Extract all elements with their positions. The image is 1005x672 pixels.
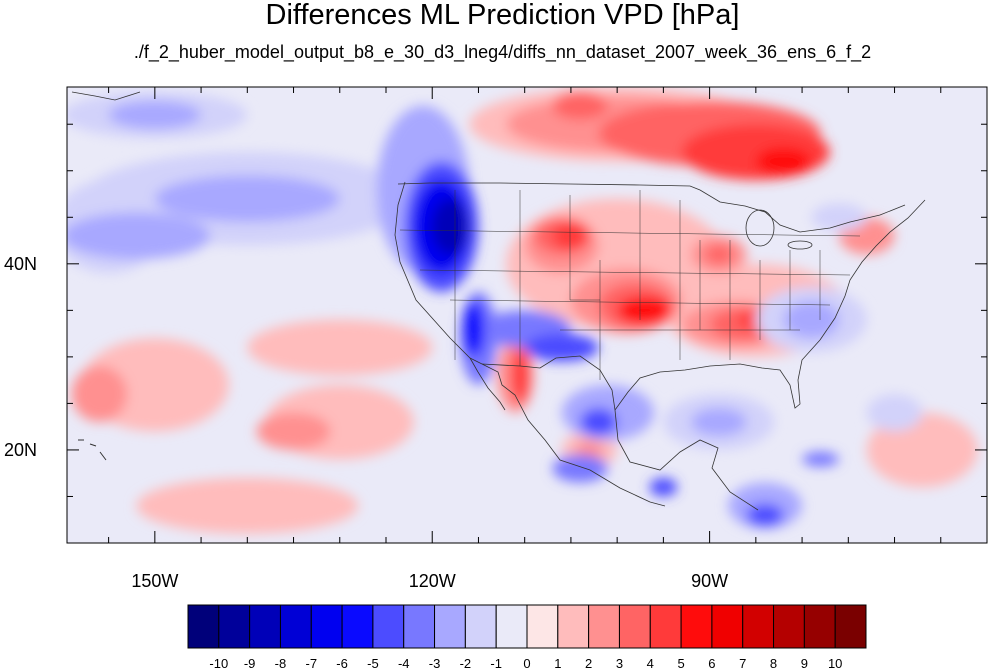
border-us-mexico [481, 355, 616, 411]
colorbar-box [526, 604, 559, 649]
colorbar-box [588, 604, 620, 649]
coastline-yucatan [614, 409, 759, 511]
field-region-46 [552, 454, 608, 483]
map-title: Differences ML Prediction VPD [hPa] [265, 0, 740, 31]
colorbar-box [649, 604, 682, 649]
colorbar-box [403, 604, 436, 649]
lon-label: 120W [408, 571, 456, 591]
field-region-9 [71, 366, 128, 423]
colorbar-label: 9 [800, 656, 808, 671]
coastline-baja [469, 357, 506, 411]
field-region-50 [811, 203, 867, 232]
colorbar-label: -1 [490, 656, 502, 671]
colorbar-box [834, 604, 867, 649]
field-region-16 [755, 147, 812, 176]
coastline-east [819, 199, 926, 341]
colorbar-label: 7 [739, 656, 747, 671]
colorbar-label: -8 [274, 656, 287, 671]
colorbar-label: -2 [459, 656, 472, 671]
colorbar-box [249, 604, 281, 649]
colorbar-box [711, 604, 744, 649]
map-outlines [71, 91, 926, 511]
colorbar-label: 6 [708, 656, 716, 671]
axis-ticks [67, 87, 987, 544]
lat-label: 40N [4, 253, 38, 274]
colorbar-label: 1 [554, 656, 562, 671]
colorbar-box [495, 604, 528, 649]
field-region-3 [154, 175, 340, 222]
colorbar-box [803, 604, 836, 649]
coastline-west [394, 181, 666, 507]
lake-erie [787, 240, 813, 250]
colorbar-box [279, 604, 312, 649]
colorbar-label: -10 [209, 656, 229, 671]
map-frame [66, 86, 988, 544]
coastline-gulf [614, 339, 821, 411]
great-lakes [745, 209, 775, 247]
colorbar-box [557, 604, 590, 649]
colorbar-box [341, 604, 374, 649]
field-region-55 [432, 198, 470, 255]
map-field-regions [67, 87, 978, 534]
colorbar-box [372, 604, 405, 649]
colorbar-label: 4 [646, 656, 654, 671]
field-region-2 [67, 212, 211, 260]
hawaii-islands [78, 439, 107, 461]
colorbar-label: 0 [523, 656, 531, 671]
map-subtitle: ./f_2_huber_model_output_b8_e_30_d3_lneg… [133, 42, 872, 62]
field-region-25 [617, 296, 673, 325]
field-region-8 [247, 319, 433, 376]
colorbar-box [773, 604, 805, 649]
field-region-11 [136, 477, 359, 534]
lat-label: 20N [4, 439, 38, 460]
field-region-43 [524, 333, 599, 362]
colorbar-box [434, 604, 466, 649]
field-region-5 [108, 100, 202, 129]
colorbar-label: -5 [367, 656, 379, 671]
colorbar-label: -3 [428, 656, 441, 671]
field-region-34 [510, 347, 530, 404]
colorbar-box [618, 604, 651, 649]
field-region-22 [552, 221, 590, 250]
lon-label: 150W [131, 571, 179, 591]
field-region-40 [691, 408, 747, 436]
colorbar-box [680, 604, 713, 649]
field-region-51 [802, 451, 840, 467]
border-us-canada [397, 182, 906, 233]
colorbar-box [742, 604, 775, 649]
colorbar-label: -4 [397, 656, 410, 671]
colorbar-label: -6 [336, 656, 348, 671]
colorbar-box [464, 604, 497, 649]
field-region-36 [575, 440, 604, 460]
lon-label: 90W [691, 571, 729, 591]
state-lines [399, 190, 861, 380]
colorbar-label: 10 [827, 656, 843, 671]
field-region-17 [552, 91, 608, 120]
colorbar-box [310, 604, 343, 649]
field-region-30 [704, 245, 733, 264]
colorbar-label: 3 [615, 656, 624, 671]
field-region-10 [256, 412, 331, 450]
colorbar-label: -9 [243, 656, 256, 671]
colorbar-box [187, 604, 220, 649]
colorbar-box [218, 604, 251, 649]
colorbar-label: 8 [769, 656, 778, 671]
colorbar-label: 2 [585, 656, 593, 671]
field-region-57 [462, 301, 485, 357]
field-region-49 [649, 477, 678, 497]
coastline-alaska [71, 91, 141, 101]
field-region-41 [866, 394, 923, 432]
colorbar-label: -7 [305, 656, 318, 671]
colorbar-label: 5 [677, 656, 685, 671]
field-region-48 [746, 503, 784, 527]
field-region-38 [783, 301, 840, 339]
field-region-45 [580, 408, 618, 436]
